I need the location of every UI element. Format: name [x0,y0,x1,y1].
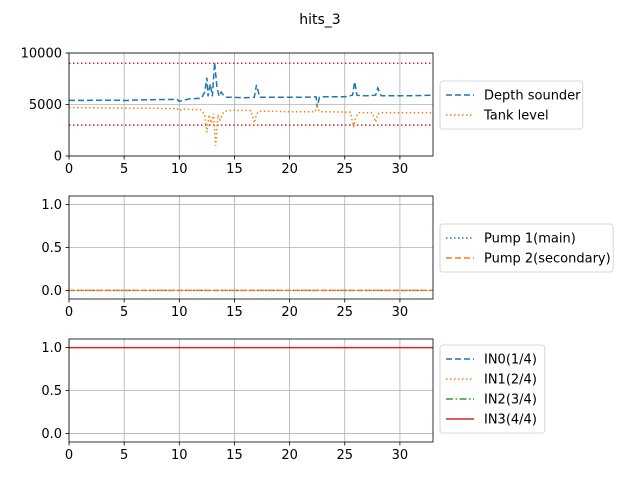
y-tick-label: 1.0 [41,198,62,213]
x-tick-label: 0 [65,162,73,177]
y-tick-label: 0.0 [41,284,62,299]
y-tick-label: 0.0 [41,427,62,442]
x-tick-label: 5 [120,448,128,463]
y-tick-label: 10000 [21,47,62,62]
legend-1: Depth sounder Tank level [439,80,584,130]
series-line-2 [69,104,433,146]
axes-3: 0 5 10 15 20 25 30 0.0 0.5 1.0 IN0(1/4) IN1(2/4) IN2… [41,338,546,463]
y-tick-label: 1.0 [41,341,62,356]
x-tick-label: 30 [392,305,409,320]
y-tick-label: 0.5 [41,384,62,399]
x-tick-label: 15 [226,162,243,177]
y-tick-label: 5000 [29,98,62,113]
legend-label: IN3(4/4) [484,413,537,428]
x-tick-label: 5 [120,305,128,320]
x-tick-label: 25 [336,162,353,177]
legend-label: Pump 1(main) [484,232,576,247]
legend-label: Depth sounder [484,89,581,104]
legend-frame [439,80,584,130]
x-tick-label: 25 [336,305,353,320]
x-tick-label: 30 [392,448,409,463]
x-tick-label: 20 [281,305,298,320]
axes-1: 0 5 10 15 20 25 30 0 5000 10000 Depth sounder Tank … [21,47,584,177]
x-tick-label: 30 [392,162,409,177]
legend-label: Pump 2(secondary) [484,252,611,267]
x-tick-label: 20 [281,162,298,177]
x-tick-label: 20 [281,448,298,463]
x-tick-label: 15 [226,448,243,463]
y-tick-label: 0.5 [41,241,62,256]
y-tick-label: 0 [54,150,62,165]
legend-label: IN0(1/4) [484,353,537,368]
legend-3: IN0(1/4) IN1(2/4) IN2(3/4) IN3(4/4) [439,344,546,434]
legend-frame [439,344,546,434]
axes-2: 0 5 10 15 20 25 30 0.0 0.5 1.0 Pump 1(main) Pump 2(… [41,195,614,320]
x-tick-label: 15 [226,305,243,320]
legend-label: Tank level [483,109,549,124]
figure-title: hits_3 [299,12,340,28]
x-tick-label: 25 [336,448,353,463]
x-tick-label: 10 [171,305,188,320]
x-tick-label: 0 [65,448,73,463]
series-line-1 [69,62,433,108]
x-tick-label: 5 [120,162,128,177]
axes-root: 0 5 10 15 20 25 30 0 5000 10000 Depth sounder Tank … [21,47,614,463]
x-tick-label: 10 [171,162,188,177]
legend-label: IN2(3/4) [484,393,537,408]
x-tick-label: 0 [65,305,73,320]
legend-label: IN1(2/4) [484,373,537,388]
x-tick-label: 10 [171,448,188,463]
legend-2: Pump 1(main) Pump 2(secondary) [439,223,614,273]
legend-frame [439,223,614,273]
